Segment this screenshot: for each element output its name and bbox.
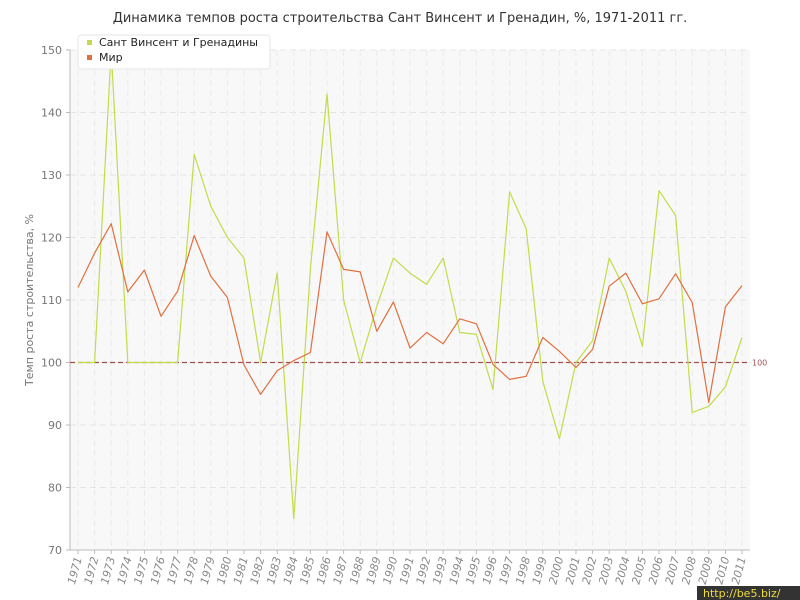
y-tick-label: 110 [41, 294, 62, 307]
x-ticks: 1971197219731974197519761977197819791980… [65, 550, 749, 586]
y-axis-label: Темп роста строительства, % [23, 214, 36, 387]
watermark: http://be5.biz/ [703, 587, 781, 600]
y-tick-label: 150 [41, 44, 62, 57]
y-tick-label: 100 [41, 357, 62, 370]
y-tick-label: 120 [41, 232, 62, 245]
y-tick-label: 140 [41, 107, 62, 120]
series-lines [77, 49, 743, 520]
x-tick-label: 2011 [729, 555, 749, 585]
chart-title: Динамика темпов роста строительства Сант… [113, 11, 688, 26]
legend-box [77, 34, 271, 70]
y-tick-label: 90 [48, 419, 62, 432]
legend-label: Сант Винсент и Гренадины [99, 36, 258, 49]
y-tick-label: 80 [48, 482, 62, 495]
y-tick-label: 70 [48, 544, 62, 557]
legend: Сант Винсент и Гренадины Мир [77, 34, 271, 70]
reference-line-label: 100 [752, 359, 767, 368]
legend-label: Мир [99, 51, 123, 64]
y-ticks: 70 80 90 100 110 120 130 140 150 [41, 44, 70, 557]
legend-swatch [87, 40, 92, 45]
series-line-1 [77, 223, 743, 404]
y-tick-label: 130 [41, 169, 62, 182]
legend-swatch [87, 55, 92, 60]
watermark-background [697, 586, 800, 600]
reference-line-group: 100 [70, 359, 767, 368]
series-line-0 [78, 49, 743, 520]
